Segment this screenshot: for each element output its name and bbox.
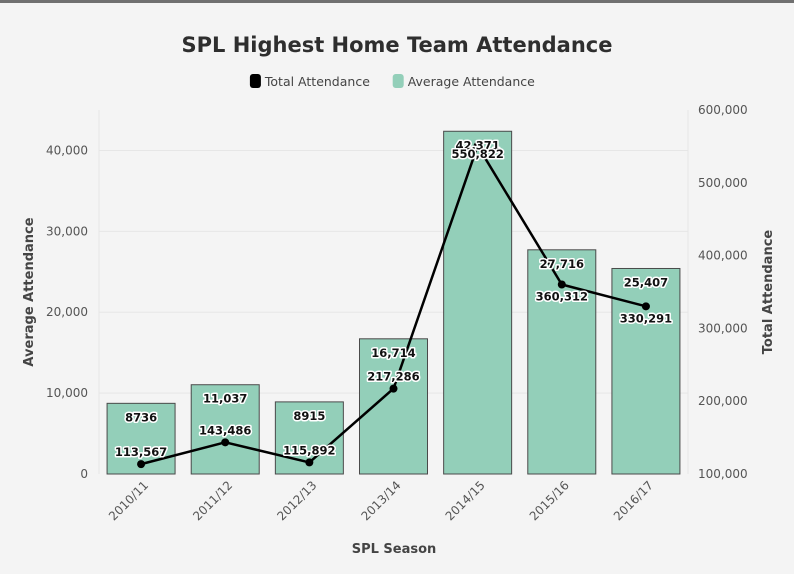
line-data-label: 115,892 [283,443,335,457]
legend: Total Attendance Average Attendance [249,74,535,89]
left-axis-ticks: 0 10,000 20,000 30,000 40,000 [46,143,88,481]
chart-title: SPL Highest Home Team Attendance [181,33,612,57]
bar-data-label: 11,037 [203,392,247,406]
left-tick-label: 40,000 [46,143,88,157]
x-tick-label: 2011/12 [190,478,235,523]
line-point-2012-13 [305,458,314,467]
line-data-label: 217,286 [367,370,419,384]
x-axis-title: SPL Season [352,542,437,557]
right-tick-label: 100,000 [698,467,748,481]
bar-2014-15 [443,130,513,475]
left-tick-label: 10,000 [46,386,88,400]
bar-data-label: 8915 [293,409,325,423]
right-axis-title: Total Attendance [761,230,776,355]
line-point-2014-15 [473,141,482,150]
line-data-label: 360,312 [536,289,588,303]
left-tick-label: 0 [80,467,88,481]
line-data-label: 550,822 [451,147,503,161]
line-data-label: 113,567 [115,445,167,459]
x-tick-label: 2012/13 [274,478,319,523]
x-tick-label: 2014/15 [443,478,488,523]
legend-label-total: Total Attendance [264,74,370,89]
left-axis-title: Average Attendance [22,217,37,366]
bar-data-label: 25,407 [624,275,668,289]
x-tick-label: 2016/17 [611,478,656,523]
left-tick-label: 20,000 [46,305,88,319]
legend-swatch-average [392,74,404,88]
bar-data-label: 42,371 [455,138,499,152]
right-tick-label: 300,000 [698,321,748,335]
left-tick-label: 30,000 [46,224,88,238]
line-point-2013-14 [389,384,398,393]
bar-data-label: 8736 [125,410,157,424]
bar-series-average-attendance [106,130,681,475]
x-tick-label: 2010/11 [106,478,151,523]
right-tick-label: 200,000 [698,394,748,408]
line-data-label: 143,486 [199,423,251,437]
legend-label-average: Average Attendance [408,74,535,89]
bar-data-label: 27,716 [540,257,584,271]
right-tick-label: 500,000 [698,176,748,190]
x-tick-label: 2015/16 [527,478,572,523]
line-point-2010-11 [137,460,146,469]
line-point-2015-16 [557,280,566,289]
line-data-label: 330,291 [620,311,672,325]
line-point-2016-17 [641,302,650,311]
x-tick-label: 2013/14 [358,478,403,523]
right-tick-label: 400,000 [698,249,748,263]
data-labels: 8736 11,037 8915 16,714 42,371 27,716 25,407 11… [113,137,673,461]
right-tick-label: 600,000 [698,103,748,117]
bar-data-label: 16,714 [371,346,415,360]
bar-2011-12 [190,384,260,475]
bar-2013-14 [359,338,428,475]
line-series-total-attendance [137,141,650,469]
right-axis-ticks: 100,000 200,000 300,000 400,000 500,000 600,0… [698,103,748,481]
x-axis-ticks: 2010/11 2011/12 2012/13 2013/14 2014/15 2015/… [106,478,656,523]
line-point-2011-12 [221,438,230,447]
legend-swatch-total [249,74,261,88]
